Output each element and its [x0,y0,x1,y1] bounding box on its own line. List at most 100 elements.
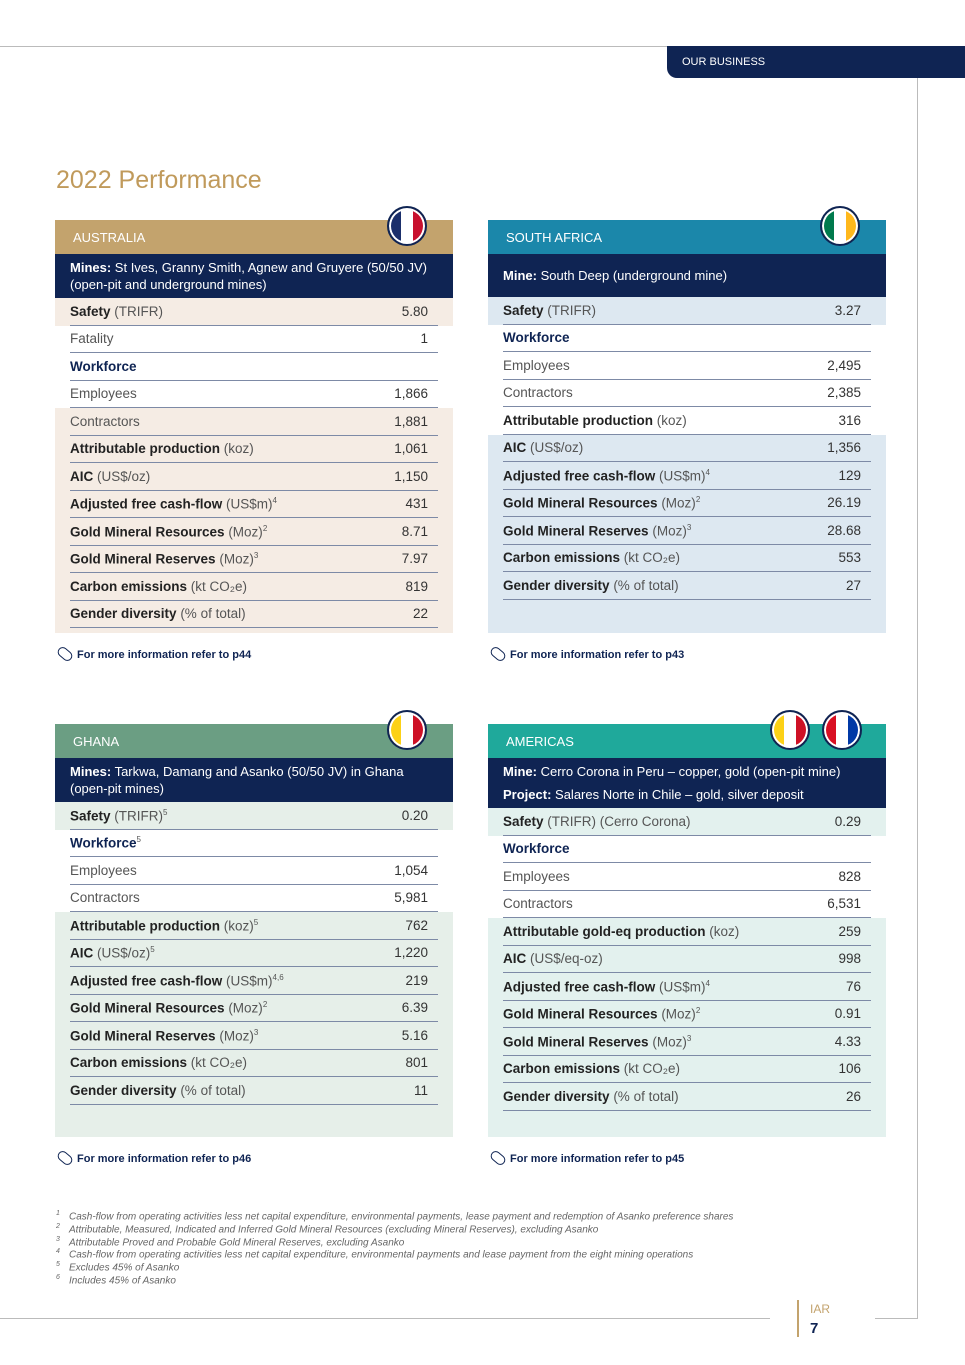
row-label: Workforce [503,841,570,856]
metric-value: 26 [845,1088,861,1104]
metric-value: 801 [405,1055,428,1071]
metric-name: Gold Mineral Resources [503,1006,658,1022]
table-row: Gold Mineral Reserves (Moz)3 4.33 [488,1028,886,1056]
footnote-ref: 2 [262,523,268,533]
metric-value: 26.19 [827,495,861,511]
row-label: Safety (TRIFR) [70,304,163,319]
table-row: Adjusted free cash-flow (US$m)4 76 [488,973,886,1001]
intro: Mines: Tarkwa, Damang and Asanko (50/50 … [55,758,453,802]
flag-icon [387,710,427,750]
table-row: AIC (US$/eq-oz) 998 [488,945,886,973]
metric-value: 1 [420,331,428,347]
row-inner: Attributable production (koz) 316 [503,407,871,435]
table-row: Carbon emissions (kt CO₂e) 819 [55,573,453,601]
row-inner: Gender diversity (% of total) 26 [503,1083,871,1111]
metric-name: Carbon emissions [70,1055,188,1071]
metric-name: AIC [70,945,94,961]
footnote-ref: 4 [705,467,710,477]
more-link: For more information refer to p45 [510,1153,685,1165]
metric-name: AIC [503,951,527,967]
row-label: Carbon emissions (kt CO₂e) [70,1055,247,1070]
row-label: Employees [503,358,570,373]
metric-value: 0.20 [401,807,428,823]
row-label: Employees [503,869,570,884]
row-label: Gender diversity (% of total) [70,606,246,621]
metric-unit: (% of total) [180,606,246,622]
metric-unit: (koz) [656,412,687,428]
metric-unit: (koz) [223,441,254,457]
footnote-ref: 5 [136,835,141,844]
intro-label: Mine: [503,764,537,779]
table-row: Gold Mineral Resources (Moz)2 8.71 [55,518,453,546]
metric-name: Gold Mineral Reserves [70,551,216,567]
metric-value: 1,356 [827,440,861,456]
metric-value: 27 [845,577,861,593]
footnote-mark: 6 [56,1274,60,1281]
metric-name: Employees [503,357,570,373]
row-inner: Adjusted free cash-flow (US$m)4 129 [503,462,871,490]
row-label: Gender diversity (% of total) [503,1089,679,1104]
footnote-mark: 3 [56,1235,60,1243]
table-row: Adjusted free cash-flow (US$m)4 129 [488,462,886,490]
metric-value: 998 [838,951,861,967]
metric-name: AIC [503,440,527,456]
intro-text: Tarkwa, Damang and Asanko (50/50 JV) in … [70,764,404,796]
row-inner: Gender diversity (% of total) 27 [503,572,871,600]
region-header: SOUTH AFRICA [488,220,886,254]
clip-icon [488,1149,508,1167]
row-label: Contractors [503,896,573,911]
metric-unit: (% of total) [613,1088,679,1104]
metric-name: Safety [503,302,544,318]
metric-name: Safety [70,303,111,319]
metric-unit: (Moz) [661,1006,696,1022]
region-header: AUSTRALIA [55,220,453,254]
metric-name: Workforce [70,358,137,374]
row-inner: Carbon emissions (kt CO₂e) 819 [70,573,438,601]
metric-unit: (TRIFR) [114,808,164,823]
metric-name: Gender diversity [503,1088,610,1104]
row-label: AIC (US$/eq-oz) [503,951,603,966]
row-inner: Carbon emissions (kt CO₂e) 553 [503,545,871,572]
footnote-text: Attributable Proved and Probable Gold Mi… [69,1236,405,1248]
metric-value: 8.71 [401,523,428,539]
row-inner: Adjusted free cash-flow (US$m)4 431 [70,491,438,518]
metric-unit: (Moz) [652,1034,687,1049]
row-label: AIC (US$/oz) [70,469,150,484]
row-inner: Gold Mineral Resources (Moz)2 8.71 [70,518,438,546]
row-inner: Gender diversity (% of total) 11 [70,1077,438,1105]
metric-unit: (koz) [223,918,254,933]
footnote-ref: 3 [686,522,692,532]
intro-item: Mine: Cerro Corona in Peru – copper, gol… [503,763,871,780]
row-inner: Safety (TRIFR) 3.27 [503,297,871,325]
row-label: Contractors [70,890,140,905]
footnote-text: Attributable, Measured, Indicated and In… [69,1224,599,1236]
metric-value: 129 [838,467,861,483]
metric-name: Contractors [503,896,573,912]
metric-value: 1,061 [394,441,428,457]
row-inner: AIC (US$/oz) 1,356 [503,435,871,462]
row-inner: Safety (TRIFR) 5.80 [70,298,438,326]
table-row: Contractors 2,385 [488,379,886,407]
footer-label: IAR [810,1302,831,1316]
metric-value: 0.29 [834,813,861,829]
metric-value: 1,866 [394,386,428,402]
row-label: Workforce [70,359,137,374]
footnote-ref: 2 [695,1006,701,1015]
metric-unit: (TRIFR) (Cerro Corona) [547,813,691,829]
footnote-ref: 3 [253,1027,259,1037]
region-header: GHANA [55,724,453,758]
row-label: Workforce5 [70,835,141,851]
row-label: Gender diversity (% of total) [503,578,679,593]
metric-name: Carbon emissions [503,550,621,566]
metric-value: 11 [413,1082,428,1098]
table-row: Safety (TRIFR) 5.80 [55,298,453,326]
row-label: Gold Mineral Reserves (Moz)3 [503,523,691,539]
table-row: Employees 828 [488,863,886,891]
section-tab: OUR BUSINESS [667,46,965,78]
intro-label: Mines: [70,764,112,779]
metric-unit: (US$/oz) [530,440,584,456]
row-inner: Carbon emissions (kt CO₂e) 106 [503,1056,871,1083]
table-row: Workforce [55,353,453,381]
table-row: Carbon emissions (kt CO₂e) 106 [488,1055,886,1083]
intro-text: St Ives, Granny Smith, Agnew and Gruyere… [70,260,427,292]
